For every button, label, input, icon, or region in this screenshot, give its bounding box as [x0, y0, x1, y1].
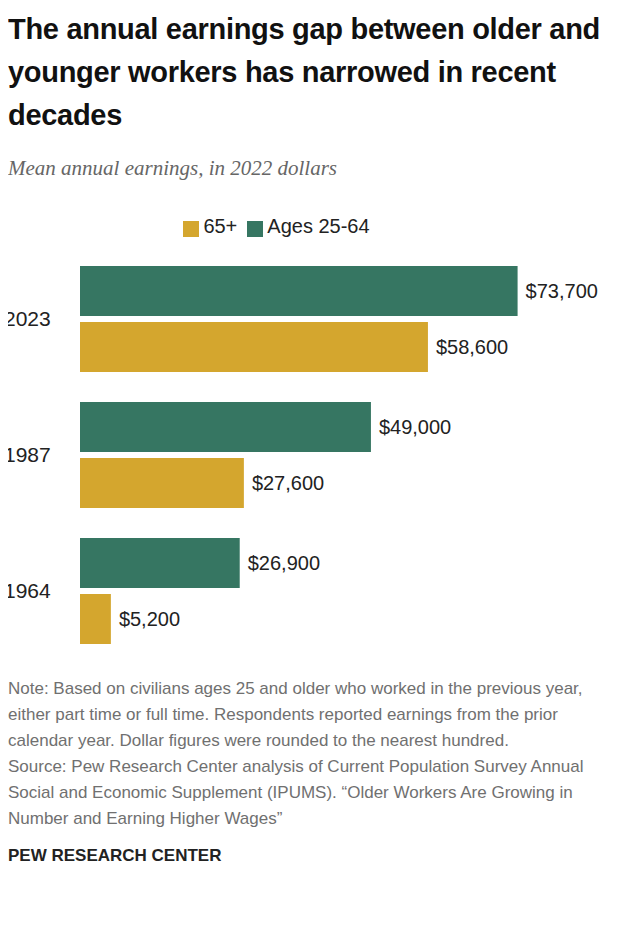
html-text:The annual earnings gap betwee: The annual earnings gap between older an…: [8, 13, 600, 131]
html-text:Note: Based on civilians ages: Note: Based on civilians ages 25 and old…: [8, 679, 583, 750]
svg-text:2023: 2023: [8, 307, 51, 330]
svg-text:$58,600: $58,600: [436, 336, 508, 358]
svg-text:$73,700: $73,700: [526, 280, 598, 302]
svg-text:$27,600: $27,600: [252, 472, 324, 494]
html-text:Source: Pew Research Center an: Source: Pew Research Center analysis of …: [8, 757, 584, 828]
html-text:65+: 65+: [203, 215, 238, 237]
svg-text:1964: 1964: [8, 579, 51, 602]
svg-text:$26,900: $26,900: [248, 552, 320, 574]
html-text:Mean annual earnings, in 2022: Mean annual earnings, in 2022 dollars: [8, 156, 337, 180]
svg-text:$5,200: $5,200: [119, 608, 180, 630]
html-text:PEW RESEARCH CENTER: PEW RESEARCH CENTER: [8, 846, 222, 865]
svg-text:1987: 1987: [8, 443, 51, 466]
html-text:Ages 25-64: Ages 25-64: [267, 215, 370, 237]
svg-text:$49,000: $49,000: [379, 416, 451, 438]
